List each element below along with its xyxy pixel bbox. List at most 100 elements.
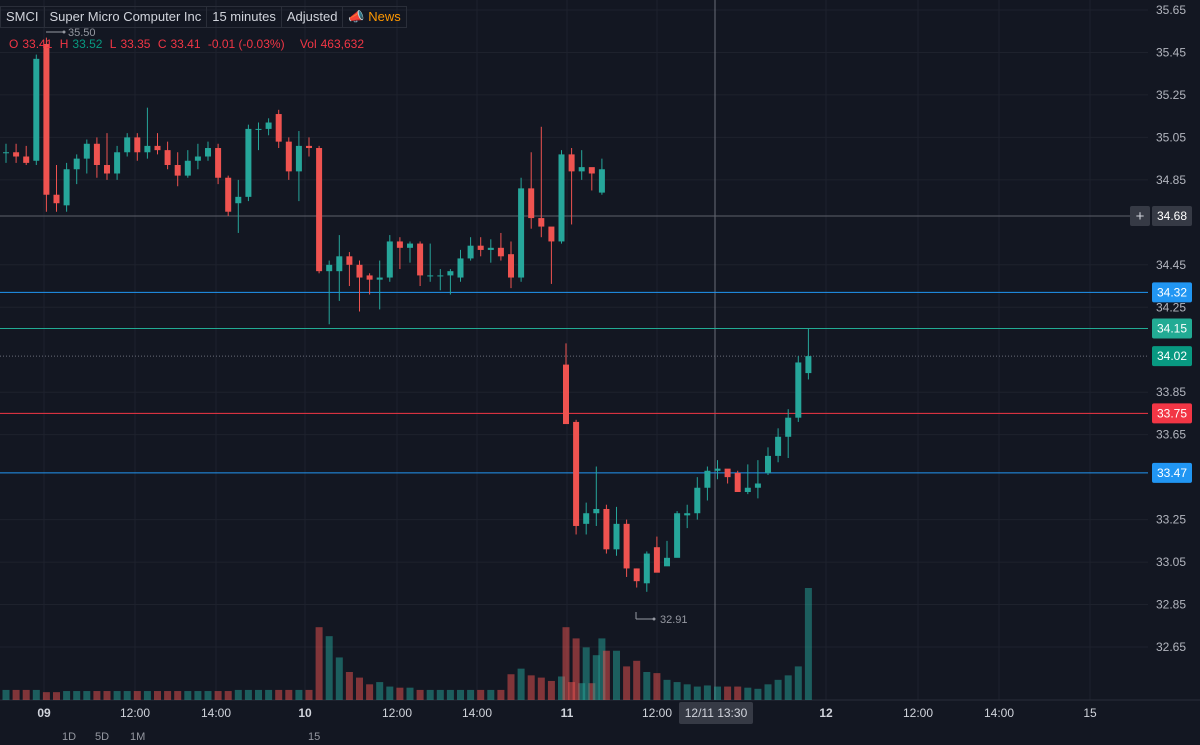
volume-bar [345, 672, 353, 700]
volume-bar [305, 689, 313, 700]
candle-body [528, 188, 535, 219]
candle-body [93, 143, 100, 166]
range-1d[interactable]: 1D [62, 731, 77, 740]
price-axis-badge-label: 34.15 [1157, 322, 1187, 336]
candle-body [366, 275, 373, 280]
price-axis-badge-label: 33.75 [1157, 406, 1187, 420]
candle-body [144, 145, 151, 153]
volume-bar [744, 687, 752, 700]
high-value: 33.52 [72, 37, 103, 51]
volume-bar [582, 647, 590, 700]
candle-body [684, 513, 691, 516]
volume-bar [214, 691, 222, 700]
candle-body [497, 247, 504, 257]
low-value: 33.35 [120, 37, 151, 51]
volume-bar [255, 689, 262, 700]
volume-bar [588, 683, 596, 700]
high-marker-label: 35.50 [68, 27, 96, 39]
volume-bar [133, 691, 141, 700]
interval-label[interactable]: 15 minutes [207, 6, 282, 28]
candle-body [578, 167, 585, 172]
high-marker-dot [62, 30, 66, 34]
candle-body [346, 256, 353, 265]
candle-body [376, 277, 383, 280]
volume-bar [517, 668, 525, 700]
volume-bar [244, 689, 252, 700]
x-tick-label: 12:00 [120, 706, 150, 720]
volume-bar [295, 689, 303, 700]
candle-body [265, 122, 272, 129]
volume-bar [123, 691, 131, 700]
price-axis-badge [1152, 318, 1192, 339]
candle-body [487, 247, 494, 250]
candle-body [215, 148, 222, 178]
price-axis-badge [1152, 462, 1192, 483]
interval-15[interactable]: 15 [308, 731, 321, 740]
crosshair-time-label: 12/11 13:30 [685, 706, 748, 720]
y-tick-label: 33.25 [1156, 513, 1186, 527]
volume-bar [376, 682, 384, 700]
volume-bar [703, 685, 711, 700]
candle-body [548, 226, 555, 242]
candle-body [744, 487, 751, 492]
volume-bar [774, 679, 782, 700]
volume-bar [436, 689, 444, 700]
x-tick-label: 11 [561, 706, 574, 720]
candle-body [154, 145, 161, 151]
candle-body [664, 557, 670, 567]
volume-bar [653, 673, 661, 700]
candle-body [194, 156, 201, 161]
candle-body [437, 275, 444, 277]
candle-body [508, 254, 514, 278]
y-tick-label: 32.65 [1156, 640, 1186, 654]
volume-bar [22, 689, 30, 700]
volume-bar [2, 689, 10, 700]
price-axis-badge-label: 34.32 [1157, 285, 1187, 299]
candle-body [785, 417, 792, 437]
range-1m[interactable]: 1M [130, 731, 146, 740]
candle-body [724, 468, 731, 478]
megaphone-icon: 📣 [348, 9, 365, 24]
candle-body [573, 421, 580, 526]
volume-bar [93, 691, 101, 700]
candle-body [134, 137, 141, 153]
candle-body [447, 271, 454, 276]
candle-body [477, 245, 484, 250]
x-tick-label: 12:00 [382, 706, 412, 720]
candle-body [275, 114, 282, 142]
candle-body [43, 43, 50, 195]
volume-bar [143, 691, 151, 700]
price-axis-badge [1152, 403, 1192, 424]
x-tick-label: 14:00 [201, 706, 231, 720]
price-axis-badge-label: 34.02 [1157, 349, 1187, 363]
volume-bar [164, 691, 172, 700]
volume-bar [693, 686, 701, 700]
volume-bar [643, 672, 651, 700]
candle-body [603, 508, 610, 550]
candle-body [558, 154, 565, 242]
volume-bar [764, 684, 772, 700]
volume-bar [194, 691, 202, 700]
add-alert-button[interactable] [1130, 205, 1150, 226]
close-value: 33.41 [170, 37, 201, 51]
adjustment-label[interactable]: Adjusted [281, 6, 344, 28]
price-axis-badge-label: 33.47 [1157, 466, 1187, 480]
volume-bar [683, 684, 691, 700]
candle-body [518, 188, 525, 278]
volume-bar [562, 627, 570, 700]
symbol-ticker[interactable]: SMCI [0, 6, 45, 28]
range-5d[interactable]: 5D [95, 731, 110, 740]
volume-bar [63, 691, 71, 700]
candle-body [694, 487, 701, 514]
volume-bar [804, 588, 812, 700]
volume-bar [335, 657, 343, 700]
volume-bar [602, 650, 610, 700]
volume-bar [457, 689, 464, 700]
open-label: O [9, 37, 19, 51]
candle-body [205, 148, 211, 157]
volume-bar [487, 689, 495, 700]
news-button[interactable]: 📣 News [343, 6, 407, 28]
x-tick-label: 12:00 [903, 706, 933, 720]
